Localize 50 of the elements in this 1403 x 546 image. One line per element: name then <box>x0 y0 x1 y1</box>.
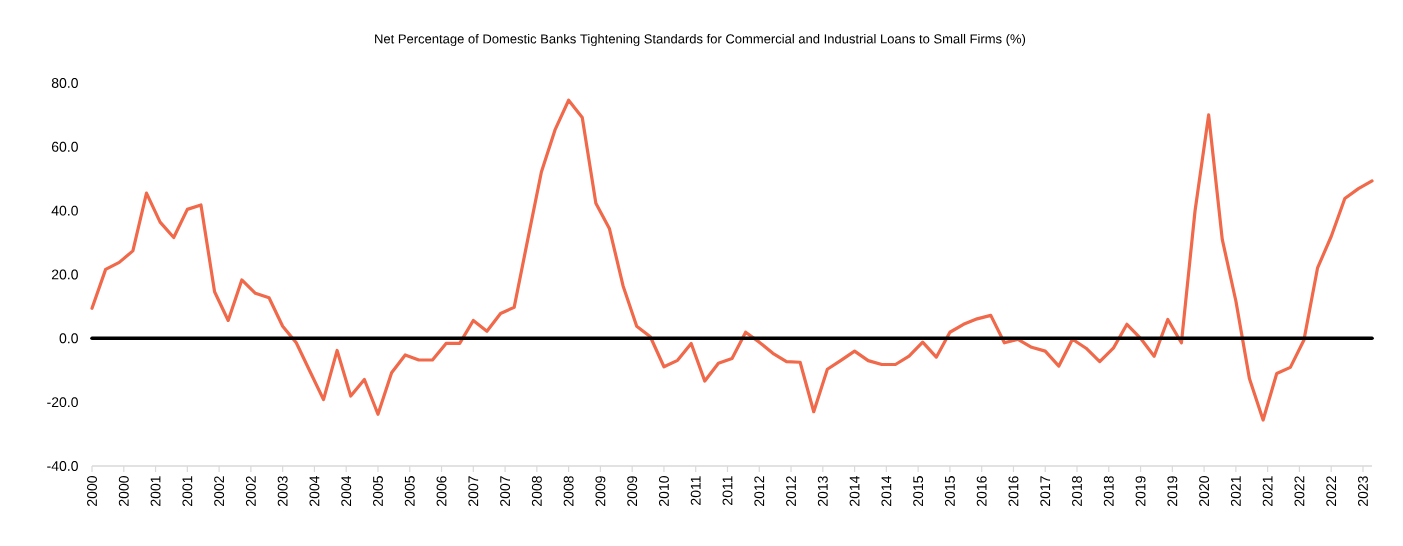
x-tick-label: 2001 <box>150 476 161 506</box>
x-tick-label: 2008 <box>531 476 542 506</box>
x-tick-label: 2014 <box>849 475 860 506</box>
x-tick-label: 2011 <box>722 476 733 505</box>
y-tick-label: 80.0 <box>51 78 78 88</box>
line-series <box>90 98 1374 422</box>
y-tick-label: 40.0 <box>51 205 78 216</box>
x-tick-label: 2004 <box>309 475 320 506</box>
x-tick-label: 2010 <box>658 476 669 506</box>
chart-title: Net Percentage of Domestic Banks Tightening Standards for Commercial and Industrial Loans to Small Firms (%) <box>375 33 1026 47</box>
x-tick-label: 2016 <box>976 476 987 506</box>
x-tick-label: 2014 <box>881 475 892 506</box>
x-tick-label: 2009 <box>595 476 606 506</box>
x-tick-label: 2007 <box>500 476 511 506</box>
x-tick-label: 2001 <box>182 476 193 506</box>
x-tick-label: 2006 <box>436 476 447 506</box>
y-tick-label: 0.0 <box>59 333 78 344</box>
x-tick-label: 2011 <box>690 476 701 505</box>
x-tick-label: 2012 <box>754 476 765 506</box>
x-tick-label: 2020 <box>1199 476 1210 506</box>
x-tick-label: 2021 <box>1230 476 1241 506</box>
x-tick-label: 2017 <box>1040 476 1051 506</box>
x-tick-label: 2018 <box>1072 476 1082 506</box>
x-tick-label: 2005 <box>373 476 383 506</box>
x-tick-label: 2016 <box>1008 476 1019 506</box>
y-tick-label: 60.0 <box>51 141 78 152</box>
x-tick-label: 2022 <box>1326 476 1337 506</box>
x-tick-label: 2019 <box>1135 476 1146 506</box>
x-tick-label: 2015 <box>944 476 955 506</box>
x-tick-label: 2002 <box>245 476 256 506</box>
x-tick-label: 2023 <box>1358 476 1368 506</box>
x-tick-label: 2007 <box>468 476 479 506</box>
y-tick-label: -40.0 <box>47 461 78 471</box>
x-tick-label: 2021 <box>1262 476 1273 506</box>
x-tick-label: 2018 <box>1103 476 1114 506</box>
x-tick-label: 2000 <box>118 476 129 506</box>
y-tick-label: 20.0 <box>51 269 78 280</box>
x-tick-label: 2019 <box>1167 476 1178 506</box>
x-tick-label: 2003 <box>277 476 288 506</box>
x-tick-label: 2015 <box>913 476 924 506</box>
x-tick-label: 2012 <box>786 476 796 506</box>
x-tick-label: 2002 <box>214 476 225 506</box>
y-tick-label: -20.0 <box>47 397 78 408</box>
x-tick-label: 2008 <box>563 476 574 506</box>
x-tick-label: 2013 <box>817 476 828 506</box>
x-tick-label: 2009 <box>627 476 638 506</box>
x-tick-label: 2000 <box>87 476 97 506</box>
x-tick-label: 2005 <box>404 476 415 506</box>
x-tick-label: 2022 <box>1294 476 1305 506</box>
x-tick-label: 2004 <box>341 475 352 506</box>
